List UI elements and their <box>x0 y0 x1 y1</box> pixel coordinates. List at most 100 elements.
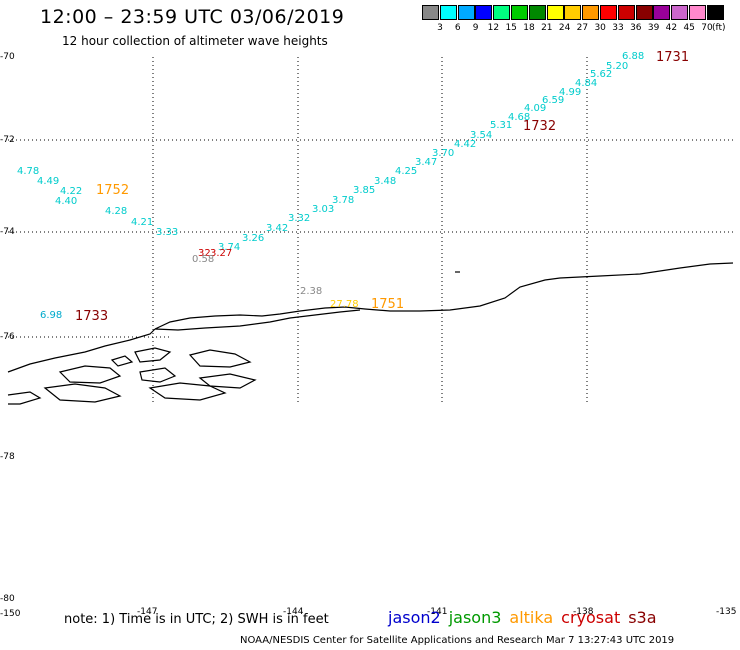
wave-height-value: 4.21 <box>131 217 154 228</box>
satellite-legend: jason2 jason3 altika cryosat s3a <box>388 608 665 627</box>
legend-entry-s3a: s3a <box>628 608 657 627</box>
pass-time-label: 1752 <box>96 183 130 198</box>
wave-height-value: 6.98 <box>40 310 63 321</box>
wave-height-value: 4.78 <box>17 166 40 177</box>
colorbar-swatch <box>706 5 724 20</box>
wave-height-value: 4.09 <box>524 103 547 114</box>
wave-height-value: 4.25 <box>395 166 418 177</box>
wave-height-value: 3.78 <box>332 195 355 206</box>
legend-entry-jason2: jason2 <box>388 608 441 627</box>
longitude-label: -144 <box>283 607 304 617</box>
wave-height-value: 5.20 <box>606 61 629 72</box>
wave-height-value: 3.42 <box>266 223 289 234</box>
ice-shelf-inner <box>154 309 361 331</box>
colorbar-swatch <box>671 5 689 20</box>
graticule <box>8 57 733 405</box>
wave-height-value: 27.78 <box>330 299 359 310</box>
legend-entry-altika: altika <box>509 608 554 627</box>
wave-height-value: 4.68 <box>508 112 531 123</box>
colorbar-label: 39 <box>647 23 660 33</box>
colorbar-label: 6 <box>454 23 461 33</box>
pass-time-label: 1731 <box>656 50 690 65</box>
island <box>148 382 227 401</box>
pass-time-label: 1733 <box>75 309 109 324</box>
wave-height-value: 3.33 <box>156 227 179 238</box>
colorbar-label: 12 <box>487 23 500 33</box>
wave-height-value: 4.42 <box>454 139 477 150</box>
longitude-label: -141 <box>427 607 448 617</box>
latitude-label: -74 <box>0 227 15 237</box>
island <box>139 367 177 383</box>
footer-note: note: 1) Time is in UTC; 2) SWH is in fe… <box>64 612 329 627</box>
pass-time-label: 1751 <box>371 297 405 312</box>
wave-height-value: 3.70 <box>432 148 455 159</box>
coastline <box>7 262 734 405</box>
wave-height-value: 4.40 <box>55 196 78 207</box>
colorbar-label: 15 <box>505 23 517 33</box>
latitude-label: -80 <box>0 594 15 604</box>
latitude-label: -76 <box>0 332 15 342</box>
colorbar-label: 30 <box>594 23 606 33</box>
colorbar-swatch <box>528 5 546 20</box>
colorbar-swatch <box>511 5 528 20</box>
latitude-label: -70 <box>0 52 15 62</box>
longitude-label: -147 <box>137 607 158 617</box>
island <box>7 391 42 405</box>
colorbar-label: 42 <box>665 23 678 33</box>
wave-height-value: 5.62 <box>590 69 613 80</box>
colorbar-label: 36 <box>630 23 642 33</box>
legend-entry-jason3: jason3 <box>448 608 502 627</box>
coast-west <box>7 328 156 373</box>
wave-height-value: 3.85 <box>353 185 376 196</box>
colorbar-label: 3 <box>437 23 443 33</box>
colorbar-swatch <box>689 5 706 20</box>
wave-height-value: 3.47 <box>415 157 438 168</box>
wave-height-value: 4.84 <box>575 78 598 89</box>
wave-height-value: 0.58 <box>192 254 215 265</box>
colorbar-label: 9 <box>472 23 479 33</box>
colorbar-swatch <box>422 5 439 20</box>
wave-height-value: 2.38 <box>300 286 323 297</box>
wave-height-value: 5.31 <box>490 120 513 131</box>
wave-height-value: 3.32 <box>288 213 311 224</box>
colorbar-swatch <box>439 5 457 20</box>
island <box>198 373 257 389</box>
island <box>110 355 134 367</box>
colorbar-swatch <box>653 5 671 20</box>
latitude-label: -78 <box>0 452 15 462</box>
footer-credit: NOAA/NESDIS Center for Satellite Applica… <box>240 635 675 646</box>
longitude-label: -138 <box>573 607 594 617</box>
colorbar-swatch <box>600 5 617 20</box>
longitude-label: -135 <box>716 607 737 617</box>
colorbar-label: 21 <box>541 23 553 33</box>
wave-height-value: 6.88 <box>622 51 645 62</box>
map-title: 12:00 – 23:59 UTC 03/06/2019 <box>40 6 345 28</box>
wave-height-value: 3.26 <box>242 233 265 244</box>
wave-height-value: 4.99 <box>559 87 582 98</box>
colorbar-swatch <box>635 5 653 20</box>
wave-height-value: 3.54 <box>470 130 493 141</box>
colorbar-swatch <box>564 5 582 20</box>
wave-height-value: 32 <box>198 248 211 259</box>
ice-shelf-front <box>154 262 734 330</box>
colorbar-swatch <box>493 5 511 20</box>
pass-time-label: 1732 <box>523 119 557 134</box>
colorbar-label: 45 <box>683 23 695 33</box>
colorbar-swatch <box>546 5 564 20</box>
island <box>134 347 172 363</box>
colorbar-label: 24 <box>558 23 571 33</box>
longitude-label: -150 <box>0 609 21 619</box>
wave-height-value: 6.59 <box>542 95 565 106</box>
island <box>58 365 122 384</box>
wave-height-value: 3.48 <box>374 176 397 187</box>
legend-entry-cryosat: cryosat <box>561 608 621 627</box>
colorbar-label: 18 <box>523 23 535 33</box>
colorbar-swatch <box>582 5 600 20</box>
colorbar-label: 70 <box>701 23 713 33</box>
wave-height-value: 4.28 <box>105 206 128 217</box>
colorbar-label: 27 <box>576 23 589 33</box>
colorbar-swatch <box>457 5 475 20</box>
island <box>188 349 252 368</box>
wave-height-value: 4.49 <box>37 176 60 187</box>
